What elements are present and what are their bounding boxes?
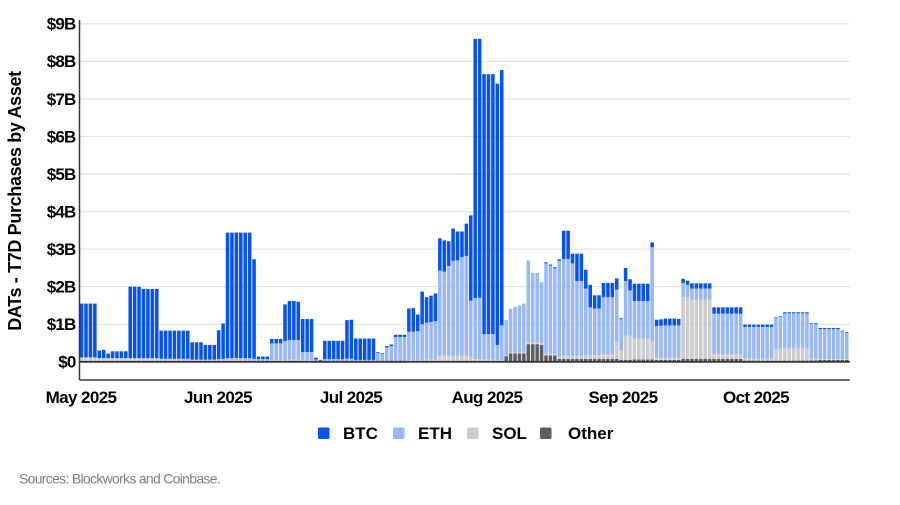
svg-text:$7B: $7B (47, 90, 76, 109)
svg-text:DATs - T7D Purchases by Asset: DATs - T7D Purchases by Asset (5, 71, 25, 331)
svg-text:$4B: $4B (47, 202, 76, 221)
svg-text:$1B: $1B (47, 315, 76, 334)
svg-text:Sources: Blockworks and Coinba: Sources: Blockworks and Coinbase. (19, 471, 220, 487)
svg-text:$6B: $6B (47, 127, 76, 146)
svg-text:ETH: ETH (418, 424, 452, 443)
svg-text:Aug 2025: Aug 2025 (452, 388, 523, 407)
svg-text:$0: $0 (58, 353, 76, 372)
svg-text:Jun 2025: Jun 2025 (184, 388, 252, 407)
svg-text:Oct 2025: Oct 2025 (723, 388, 789, 407)
svg-text:$8B: $8B (47, 52, 76, 71)
svg-text:Jul 2025: Jul 2025 (320, 388, 382, 407)
svg-text:BTC: BTC (343, 424, 378, 443)
svg-text:May 2025: May 2025 (46, 388, 117, 407)
svg-text:$2B: $2B (47, 278, 76, 297)
svg-text:Sep 2025: Sep 2025 (589, 388, 658, 407)
svg-text:$5B: $5B (47, 165, 76, 184)
svg-text:$3B: $3B (47, 240, 76, 259)
svg-text:SOL: SOL (492, 424, 527, 443)
svg-text:Other: Other (568, 424, 614, 443)
svg-text:$9B: $9B (47, 15, 76, 34)
